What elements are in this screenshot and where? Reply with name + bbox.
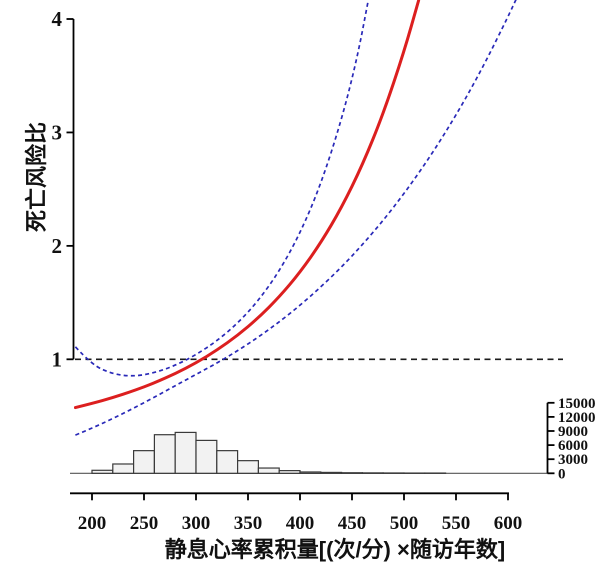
y-tick-label: 2 <box>52 234 63 258</box>
histogram <box>91 431 447 474</box>
x-tick-label: 500 <box>390 513 419 534</box>
histogram-bar <box>237 460 260 474</box>
curves <box>74 0 517 436</box>
x-axis <box>70 492 509 501</box>
histogram-bar <box>278 470 301 474</box>
y-axis <box>66 18 75 361</box>
x-axis-label: 静息心率累积量[(次/分) ×随访年数] <box>165 537 505 562</box>
histogram-bar <box>91 469 114 474</box>
lower-ci-curve <box>75 0 517 436</box>
y-axis-label: 死亡风险比 <box>24 122 49 232</box>
y-tick-label: 3 <box>52 120 63 144</box>
histogram-bar <box>153 434 176 474</box>
x-tick-label: 200 <box>78 513 107 534</box>
histogram-bar <box>320 471 343 474</box>
histogram-axis <box>546 401 555 475</box>
y-tick-label: 4 <box>52 7 63 31</box>
histogram-tick-label: 15000 <box>558 396 596 412</box>
hazard-ratio-curve <box>74 0 421 410</box>
histogram-bar <box>341 472 364 474</box>
histogram-tick-label: 12000 <box>558 410 596 426</box>
histogram-bar <box>216 450 239 474</box>
x-tick-label: 350 <box>234 513 263 534</box>
y-tick-label: 1 <box>52 347 63 371</box>
histogram-bar <box>257 467 280 474</box>
x-tick-label: 450 <box>338 513 367 534</box>
histogram-tick-label: 6000 <box>558 438 588 454</box>
histogram-bar <box>112 463 135 474</box>
histogram-bar <box>299 471 322 474</box>
histogram-bar <box>195 439 218 474</box>
x-tick-label: 250 <box>130 513 159 534</box>
x-tick-label: 600 <box>494 513 523 534</box>
x-tick-label: 300 <box>182 513 211 534</box>
x-tick-label: 550 <box>442 513 471 534</box>
histogram-bar <box>133 450 156 474</box>
x-tick-label: 400 <box>286 513 315 534</box>
upper-ci-curve <box>74 0 370 377</box>
histogram-tick-label: 9000 <box>558 424 588 440</box>
histogram-tick-label: 0 <box>558 466 566 482</box>
histogram-tick-label: 3000 <box>558 452 588 468</box>
histogram-bar <box>174 431 197 474</box>
